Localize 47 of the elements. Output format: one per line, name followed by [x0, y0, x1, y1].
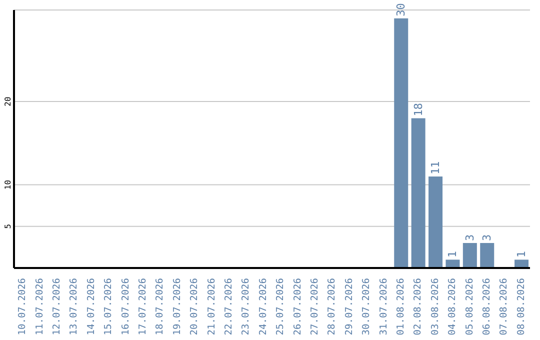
y-tick-label: 20 — [4, 96, 12, 106]
x-tick-label: 11.07.2026 — [34, 278, 46, 336]
bar — [462, 243, 477, 268]
bar — [411, 118, 426, 268]
x-tick-label: 22.07.2026 — [224, 278, 234, 336]
bar — [394, 18, 408, 268]
data-label: 1 — [515, 251, 528, 258]
x-tick-label: 12.07.2026 — [52, 278, 62, 336]
x-tick-label: 19.07.2026 — [172, 278, 183, 336]
data-label: 3 — [463, 234, 476, 242]
x-tick-label: 05.08.2026 — [464, 278, 476, 336]
x-tick-label: 10.07.2026 — [17, 278, 28, 336]
x-tick-label: 16.07.2026 — [120, 278, 132, 336]
bar — [428, 176, 443, 268]
x-tick-label: 21.07.2026 — [206, 278, 218, 336]
data-label: 11 — [429, 161, 442, 174]
x-tick-label: 20.07.2026 — [189, 278, 200, 336]
x-tick-label: 17.07.2026 — [138, 278, 148, 336]
bar — [446, 260, 460, 268]
x-tick-label: 26.07.2026 — [292, 278, 304, 336]
x-tick-label: 23.07.2026 — [240, 278, 252, 336]
x-tick-label: 25.07.2026 — [275, 278, 286, 336]
data-label: 18 — [412, 102, 425, 116]
x-tick-label: 28.07.2026 — [326, 278, 338, 336]
data-label: 30 — [394, 3, 408, 16]
x-tick-label: 06.08.2026 — [482, 278, 492, 336]
x-tick-label: 29.07.2026 — [344, 278, 355, 336]
x-tick-label: 13.07.2026 — [68, 278, 80, 336]
data-label: 3 — [480, 234, 494, 242]
x-tick-label: 30.07.2026 — [361, 278, 372, 336]
x-tick-label: 15.07.2026 — [103, 278, 114, 336]
x-tick-label: 14.07.2026 — [86, 278, 97, 336]
y-tick-label: 10 — [4, 180, 12, 190]
x-tick-label: 02.08.2026 — [412, 278, 424, 336]
bar — [514, 260, 529, 268]
x-tick-label: 24.07.2026 — [258, 278, 269, 336]
x-tick-label: 07.08.2026 — [498, 278, 510, 336]
x-tick-label: 08.08.2026 — [516, 278, 527, 336]
x-tick-label: 18.07.2026 — [154, 278, 166, 336]
x-tick-label: 31.07.2026 — [378, 278, 390, 336]
x-tick-label: 01.08.2026 — [396, 278, 406, 336]
x-tick-label: 04.08.2026 — [447, 278, 458, 336]
x-tick-label: 27.07.2026 — [310, 278, 320, 336]
data-label: 1 — [446, 251, 460, 258]
x-tick-label: 03.08.2026 — [430, 278, 441, 336]
y-tick-label: 5 — [4, 224, 12, 229]
bar — [480, 243, 494, 268]
